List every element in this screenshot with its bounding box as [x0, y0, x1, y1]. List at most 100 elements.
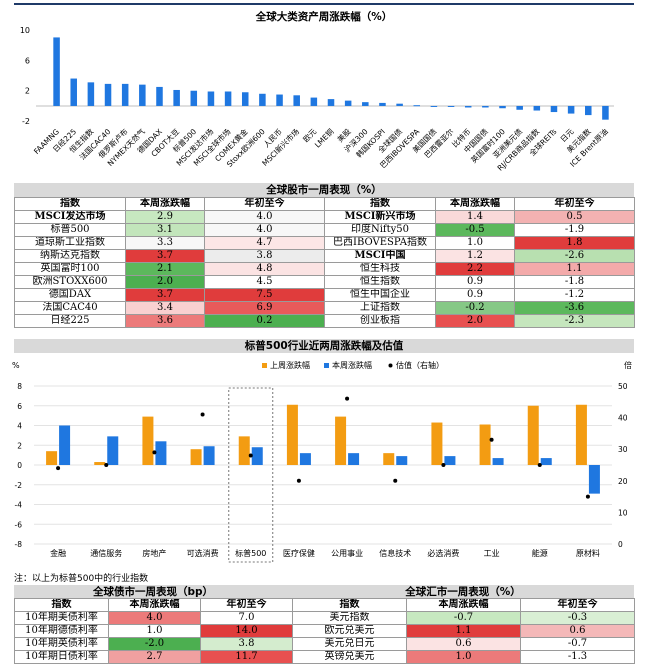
chart2-bar-last-week — [94, 462, 106, 465]
chart2-xlabel: 原材料 — [576, 548, 600, 558]
chart2-yleft-tick: -4 — [15, 501, 23, 510]
equity-week-change: 2.0 — [125, 275, 205, 289]
chart2-bar-last-week — [479, 424, 491, 465]
chart1-xlabel: LME铜 — [312, 126, 335, 149]
chart2-xlabel: 房地产 — [142, 548, 166, 558]
equity-header-week: 本周涨跌幅 — [125, 197, 205, 211]
equity-ytd-change: -1.2 — [514, 288, 635, 302]
chart1-bar — [430, 105, 438, 107]
chart1-bar — [139, 84, 146, 106]
fx-ytd-change: 0.6 — [520, 624, 635, 638]
equity-index-name: 欧洲STOXX600 — [14, 275, 126, 289]
asset-return-chart: 1062-2FAAMNG日经225恒生指数法国CAC40俄罗斯卢布NYMEX天然… — [20, 26, 614, 173]
equity-ytd-change: 1.1 — [514, 262, 635, 276]
equity-index-name: MSCI新兴市场 — [324, 210, 436, 224]
bond-header-ytd: 年初至今 — [200, 598, 293, 612]
equity-row: 道琼斯工业指数 3.3 4.7 巴西IBOVESPA指数 1.0 1.8 — [14, 236, 635, 250]
fx-table: 指数 本周涨跌幅 年初至今 美元指数 -0.7 -0.3 欧元兑美元 1.1 0.6 美元兑… — [292, 598, 635, 664]
equity-index-name: 恒生中国企业 — [324, 288, 436, 302]
chart1-ytick: 10 — [20, 26, 30, 35]
equity-week-change: 3.3 — [125, 236, 205, 250]
equity-index-name: 标普500 — [14, 223, 126, 237]
chart2-valuation-dot — [537, 463, 542, 467]
chart1-bar — [482, 105, 489, 108]
bond-index-name: 10年期日债利率 — [14, 650, 109, 664]
chart2-legend-label: 估值（右轴） — [396, 360, 444, 370]
equity-ytd-change: 6.9 — [204, 301, 325, 315]
chart2-valuation-dot — [296, 478, 301, 483]
top-rule — [14, 3, 634, 5]
chart2-xlabel: 必选消费 — [427, 548, 459, 558]
fx-week-change: -0.7 — [406, 611, 521, 625]
bond-week-change: 4.0 — [108, 611, 201, 625]
bond-ytd-change: 14.0 — [200, 624, 293, 638]
chart1-ytick: 2 — [25, 87, 30, 96]
equity-week-change: 2.1 — [125, 262, 205, 276]
fx-index-name: 欧元兑美元 — [292, 624, 407, 638]
bond-week-change: 2.7 — [108, 650, 201, 664]
chart1-title: 全球大类资产周涨跌幅（%） — [255, 11, 393, 23]
chart1-bar — [276, 94, 283, 106]
equity-week-change: 2.2 — [435, 262, 515, 276]
chart1-bar — [104, 83, 112, 106]
chart2-legend-label: 本周涨跌幅 — [332, 360, 372, 370]
equity-header-index-2: 指数 — [324, 197, 436, 211]
chart2-highlight-box — [228, 387, 274, 563]
fx-header-row: 指数 本周涨跌幅 年初至今 — [292, 598, 635, 612]
chart2-valuation-dot — [489, 437, 494, 442]
chart2-bar-this-week — [59, 425, 71, 465]
equity-header-row: 指数 本周涨跌幅 年初至今 指数 本周涨跌幅 年初至今 — [14, 197, 635, 211]
equity-ytd-change: 1.8 — [514, 236, 635, 250]
chart2-bar-last-week — [142, 416, 154, 465]
chart2-xlabel: 医疗保健 — [283, 548, 315, 558]
equity-row: 英国富时100 2.1 4.8 恒生科技 2.2 1.1 — [14, 262, 635, 276]
chart2-bar-this-week — [588, 465, 600, 494]
chart1-bar — [190, 90, 198, 106]
footnote: 注：以上为标普500中的行业指数 — [14, 574, 149, 584]
equity-index-name: MSCI发达市场 — [14, 210, 126, 224]
equity-week-change: 3.6 — [125, 314, 205, 328]
fx-row: 美元兑日元 0.6 -0.7 — [292, 637, 635, 651]
chart2-bar-last-week — [238, 436, 250, 465]
chart2-valuation-dot — [441, 463, 446, 467]
bond-header-week: 本周涨跌幅 — [108, 598, 201, 612]
chart2-bar-this-week — [107, 436, 119, 465]
equity-row: MSCI发达市场 2.9 4.0 MSCI新兴市场 1.4 0.5 — [14, 210, 635, 224]
chart1-bar — [310, 97, 318, 106]
chart1-bar — [585, 105, 592, 116]
equity-ytd-change: 4.7 — [204, 236, 325, 250]
equity-ytd-change: -1.9 — [514, 223, 635, 237]
chart2-legend-swatch — [262, 363, 267, 368]
chart1-bar — [87, 82, 95, 106]
equity-ytd-change: -1.8 — [514, 275, 635, 289]
equity-ytd-change: 4.5 — [204, 275, 325, 289]
chart1-bar — [362, 102, 369, 106]
equity-row: 纳斯达克指数 3.7 3.8 MSCI中国 1.2 -2.6 — [14, 249, 635, 263]
equity-week-change: 3.1 — [125, 223, 205, 237]
equity-index-name: 恒生指数 — [324, 275, 436, 289]
chart2-valuation-dot — [248, 453, 253, 458]
equity-week-change: 0.9 — [435, 288, 515, 302]
chart2-xlabel: 标普500 — [235, 548, 266, 558]
fx-row: 美元指数 -0.7 -0.3 — [292, 611, 635, 625]
chart2-yleft-tick: 2 — [17, 441, 22, 450]
bond-header-row: 指数 本周涨跌幅 年初至今 — [14, 598, 293, 612]
chart1-bar — [602, 105, 609, 120]
chart2-bar-this-week — [444, 456, 456, 465]
sector-chart-title: 标普500行业近两周涨跌幅及估值 — [14, 339, 634, 353]
chart2-bar-last-week — [527, 405, 539, 465]
equity-week-change: 0.9 — [435, 275, 515, 289]
chart2-bar-this-week — [299, 453, 311, 465]
equity-week-change: -0.5 — [435, 223, 515, 237]
fx-header-index: 指数 — [292, 598, 407, 612]
chart2-xlabel: 金融 — [50, 548, 66, 558]
chart1-bar — [464, 105, 472, 108]
fx-header-week: 本周涨跌幅 — [406, 598, 521, 612]
chart2-yleft-tick: 4 — [17, 422, 22, 431]
equity-week-change: 1.2 — [435, 249, 515, 263]
chart2-valuation-dot — [104, 463, 109, 467]
equity-ytd-change: 4.8 — [204, 262, 325, 276]
chart2-yright-tick: 0 — [618, 540, 623, 549]
bond-row: 10年期英债利率 -2.0 3.8 — [14, 637, 293, 651]
chart1-bar — [550, 105, 558, 113]
